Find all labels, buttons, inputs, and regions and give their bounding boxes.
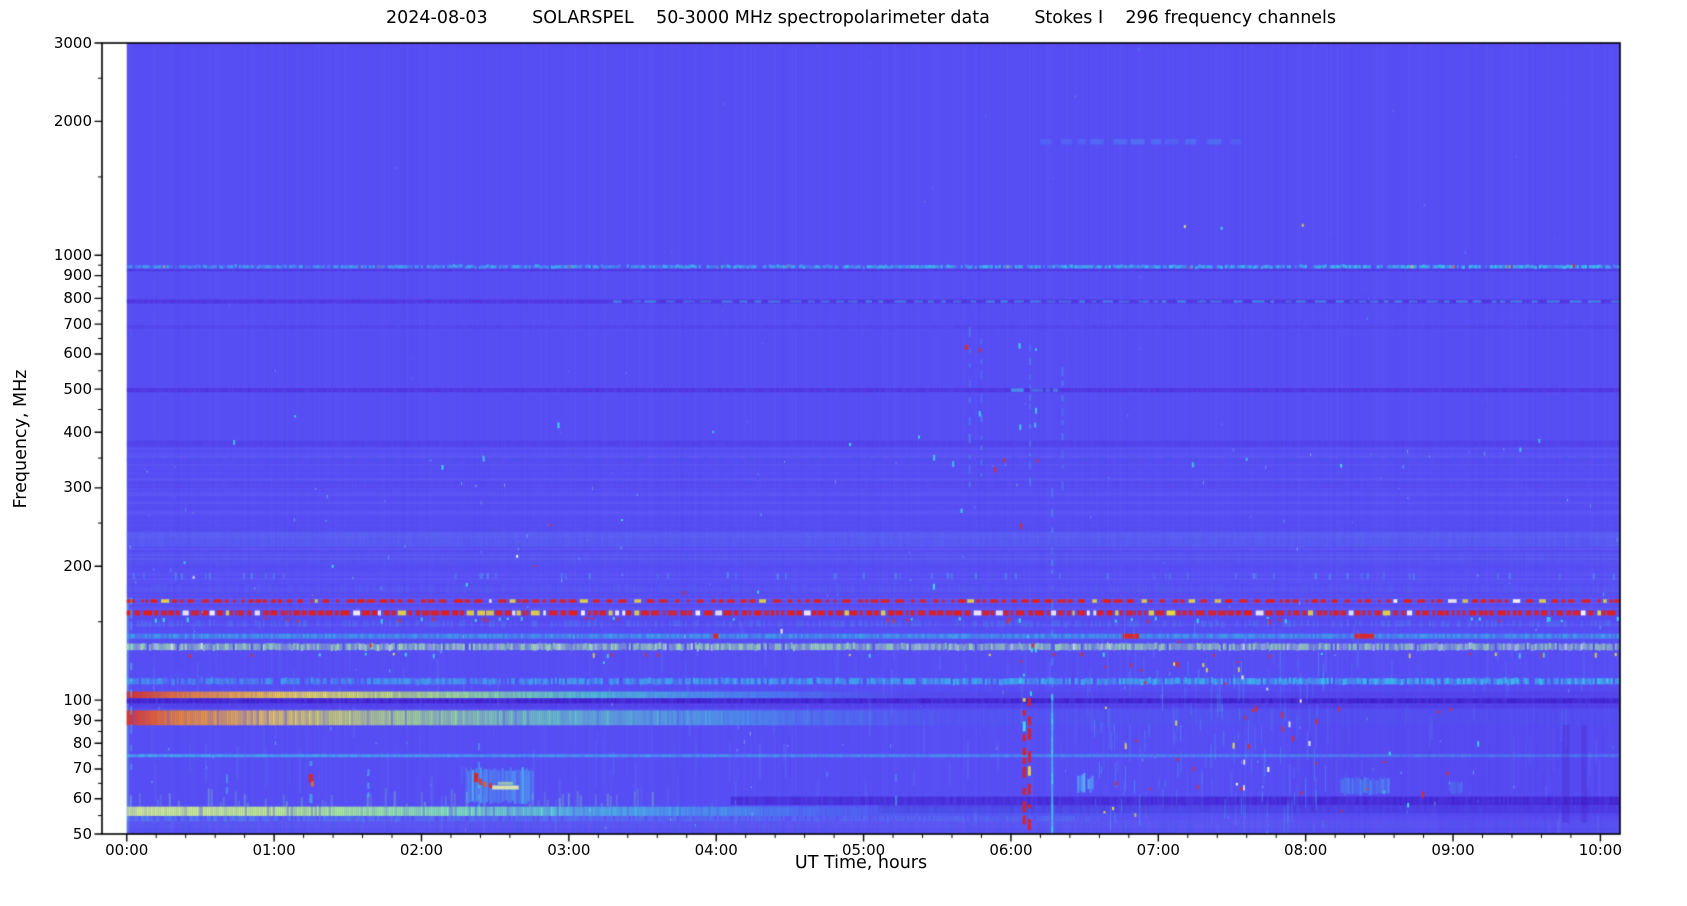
x-axis-label: UT Time, hours xyxy=(794,853,928,873)
x-tick-label: 08:00 xyxy=(1284,841,1328,859)
y-tick-label: 2000 xyxy=(53,111,92,130)
y-tick-label: 400 xyxy=(63,422,92,441)
y-tick-label: 100 xyxy=(63,690,92,709)
y-tick-label: 500 xyxy=(63,379,92,398)
x-tick-label: 02:00 xyxy=(399,841,444,859)
figure-title: 2024-08-03 SOLARSPEL 50-3000 MHz spectro… xyxy=(385,8,1337,28)
y-tick-label: 700 xyxy=(63,314,92,333)
y-tick-label: 600 xyxy=(63,344,92,363)
y-tick-label: 900 xyxy=(63,266,92,285)
y-tick-label: 800 xyxy=(63,288,92,307)
y-tick-label: 60 xyxy=(72,789,92,808)
x-tick-label: 06:00 xyxy=(989,841,1033,859)
y-tick-label: 80 xyxy=(72,733,92,752)
y-tick-label: 200 xyxy=(63,556,92,575)
x-tick-label: 00:00 xyxy=(105,841,149,859)
y-tick-label: 50 xyxy=(72,824,92,843)
y-tick-label: 70 xyxy=(72,759,92,778)
x-tick-label: 09:00 xyxy=(1431,841,1475,859)
y-tick-label: 300 xyxy=(63,478,92,497)
y-tick-label: 1000 xyxy=(53,245,92,264)
x-tick-label: 10:00 xyxy=(1578,841,1622,859)
x-tick-label: 03:00 xyxy=(547,841,591,859)
x-tick-label: 04:00 xyxy=(694,841,738,859)
x-tick-label: 07:00 xyxy=(1136,841,1180,859)
x-tick-label: 01:00 xyxy=(252,841,296,859)
x-tick-label: 05:00 xyxy=(841,841,886,859)
y-tick-label: 3000 xyxy=(53,33,92,52)
y-tick-label: 90 xyxy=(72,710,92,729)
